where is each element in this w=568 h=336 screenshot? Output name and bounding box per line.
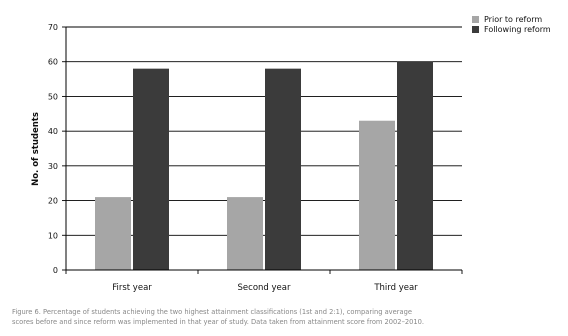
x-category-label: Third year xyxy=(373,283,418,293)
x-category-labels: First year Second year Third year xyxy=(112,283,418,293)
x-category-label: Second year xyxy=(238,283,291,293)
x-category-label: First year xyxy=(112,283,152,293)
y-tick-label: 10 xyxy=(48,231,58,240)
bar-prior-1 xyxy=(95,197,131,270)
bars xyxy=(95,61,433,271)
y-tick-label: 20 xyxy=(48,197,58,206)
y-tick-label: 50 xyxy=(48,92,58,101)
y-tick-label: 60 xyxy=(48,58,58,67)
legend-label: Following reform xyxy=(484,25,551,34)
bar-following-1 xyxy=(133,68,169,271)
y-tick-label: 40 xyxy=(48,127,58,136)
caption-line-2: scores before and since reform was imple… xyxy=(12,317,425,326)
y-tick-labels: 0 10 20 30 40 50 60 70 xyxy=(48,23,58,275)
caption-line-1: Figure 6. Percentage of students achievi… xyxy=(12,308,412,316)
bar-following-3 xyxy=(397,61,433,270)
bar-prior-3 xyxy=(359,120,395,270)
figure-caption: Figure 6. Percentage of students achievi… xyxy=(12,308,568,327)
bar-prior-2 xyxy=(227,197,263,270)
y-tick-label: 30 xyxy=(48,162,58,171)
bar-chart: 0 10 20 30 40 50 60 70 First year Second year Thi… xyxy=(31,15,551,293)
gridlines xyxy=(66,26,462,236)
legend-swatch xyxy=(472,26,479,33)
bar-following-2 xyxy=(265,68,301,271)
legend-label: Prior to reform xyxy=(484,15,542,24)
y-axis-title: No. of students xyxy=(31,112,41,186)
legend-swatch xyxy=(472,16,479,23)
y-tick-label: 0 xyxy=(53,266,58,275)
axes xyxy=(62,26,463,274)
y-tick-label: 70 xyxy=(48,23,58,32)
